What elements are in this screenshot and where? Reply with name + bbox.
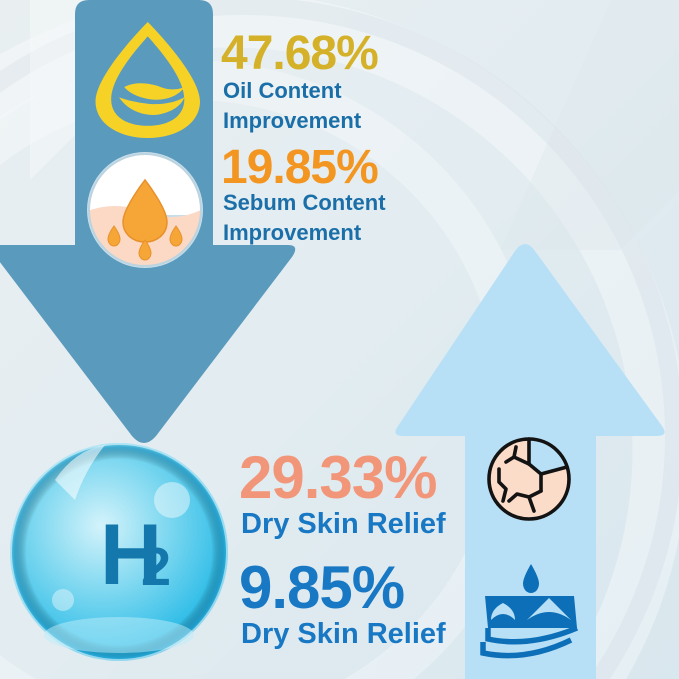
svg-text:2: 2 [141,537,171,597]
